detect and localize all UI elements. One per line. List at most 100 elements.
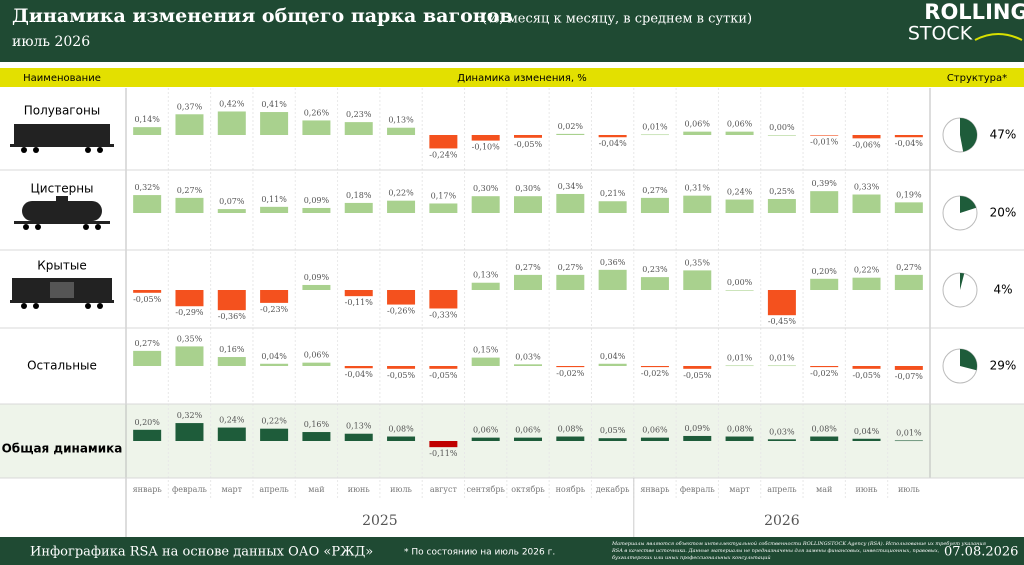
bar <box>810 366 839 368</box>
value-label: 0,06% <box>304 351 330 360</box>
value-label: 0,03% <box>769 427 795 436</box>
bar <box>471 135 500 141</box>
value-label: -0,11% <box>429 449 458 458</box>
structure-label: 4% <box>993 283 1012 297</box>
footer-source: Инфографика RSA на основе данных ОАО «РЖ… <box>30 545 373 560</box>
bar <box>133 195 162 213</box>
value-label: -0,06% <box>852 140 881 149</box>
bar <box>175 114 204 135</box>
value-label: 0,27% <box>642 186 668 195</box>
month-label: апрель <box>767 485 797 494</box>
bar <box>556 366 585 368</box>
bar <box>133 350 162 366</box>
value-label: 0,27% <box>558 263 584 272</box>
icon-tank <box>14 196 110 230</box>
month-label: июнь <box>348 485 371 494</box>
period: июль 2026 <box>12 34 90 50</box>
value-label: 0,08% <box>811 425 837 434</box>
bar <box>514 437 542 441</box>
month-label: май <box>308 485 324 494</box>
bar <box>894 135 923 138</box>
logo-swoosh <box>974 33 1023 41</box>
month-label: апрель <box>259 485 289 494</box>
value-label: 0,39% <box>811 179 837 188</box>
value-label: -0,05% <box>514 140 543 149</box>
bar <box>387 200 416 213</box>
bar <box>640 437 669 441</box>
value-label: 0,06% <box>642 426 668 435</box>
value-label: 0,34% <box>558 182 584 191</box>
bar <box>683 270 712 290</box>
value-label: -0,24% <box>429 150 458 159</box>
bar <box>429 441 458 448</box>
value-label: 0,42% <box>219 99 245 108</box>
value-label: 0,22% <box>854 266 880 275</box>
bar <box>302 284 331 290</box>
bar <box>725 436 754 441</box>
bar <box>514 274 542 290</box>
logo-top: ROLLING <box>924 0 1024 24</box>
bar <box>598 135 627 138</box>
value-label: -0,01% <box>810 138 839 147</box>
value-label: 0,27% <box>896 263 922 272</box>
month-label: март <box>222 485 243 494</box>
month-label: июнь <box>856 485 879 494</box>
value-label: 0,09% <box>304 273 330 282</box>
footer-bg <box>0 537 1024 565</box>
bar <box>133 290 162 293</box>
value-label: -0,02% <box>810 369 839 378</box>
subtitle: (%, месяц к месяцу, в среднем в сутки) <box>482 12 752 27</box>
bar <box>894 202 923 213</box>
bar <box>344 122 373 135</box>
bar <box>133 429 162 441</box>
bar <box>556 133 585 135</box>
structure-label: 47% <box>990 128 1017 142</box>
bar <box>260 290 289 303</box>
bar <box>302 432 331 441</box>
structure-label: 29% <box>990 359 1017 373</box>
bar <box>217 111 246 135</box>
month-label: август <box>430 485 458 494</box>
month-label: январь <box>640 485 670 494</box>
table-header-bg <box>0 68 1024 87</box>
value-label: -0,26% <box>387 307 416 316</box>
value-label: 0,21% <box>600 189 626 198</box>
value-label: -0,23% <box>260 305 289 314</box>
value-label: 0,27% <box>177 186 203 195</box>
bar <box>387 127 416 135</box>
value-label: 0,23% <box>346 110 372 119</box>
value-label: 0,00% <box>769 123 795 132</box>
month-label: февраль <box>172 485 207 494</box>
row-name: Полувагоны <box>24 104 101 118</box>
value-label: 0,01% <box>642 122 668 131</box>
value-label: 0,22% <box>261 417 287 426</box>
bar <box>429 290 458 309</box>
value-label: 0,04% <box>854 427 880 436</box>
value-label: 0,09% <box>304 196 330 205</box>
structure-label: 20% <box>990 206 1017 220</box>
bar <box>175 197 204 213</box>
bar <box>598 438 627 441</box>
bar <box>894 440 923 442</box>
bar <box>429 135 458 149</box>
bar <box>810 191 839 213</box>
value-label: 0,30% <box>515 184 541 193</box>
value-label: 0,13% <box>388 116 414 125</box>
bar <box>556 274 585 290</box>
value-label: 0,31% <box>685 184 711 193</box>
value-label: -0,04% <box>895 139 924 148</box>
pie-slice <box>960 349 978 371</box>
value-label: -0,04% <box>345 370 374 379</box>
year-label: 2025 <box>362 513 398 529</box>
value-label: -0,11% <box>345 298 374 307</box>
value-label: 0,19% <box>896 190 922 199</box>
month-label: июль <box>898 485 920 494</box>
value-label: 0,00% <box>727 278 753 287</box>
row-name: Остальные <box>27 359 97 373</box>
bar <box>260 206 289 213</box>
month-label: январь <box>133 485 163 494</box>
value-label: 0,04% <box>261 352 287 361</box>
value-label: -0,05% <box>852 371 881 380</box>
value-label: -0,02% <box>556 369 585 378</box>
bar <box>725 199 754 213</box>
